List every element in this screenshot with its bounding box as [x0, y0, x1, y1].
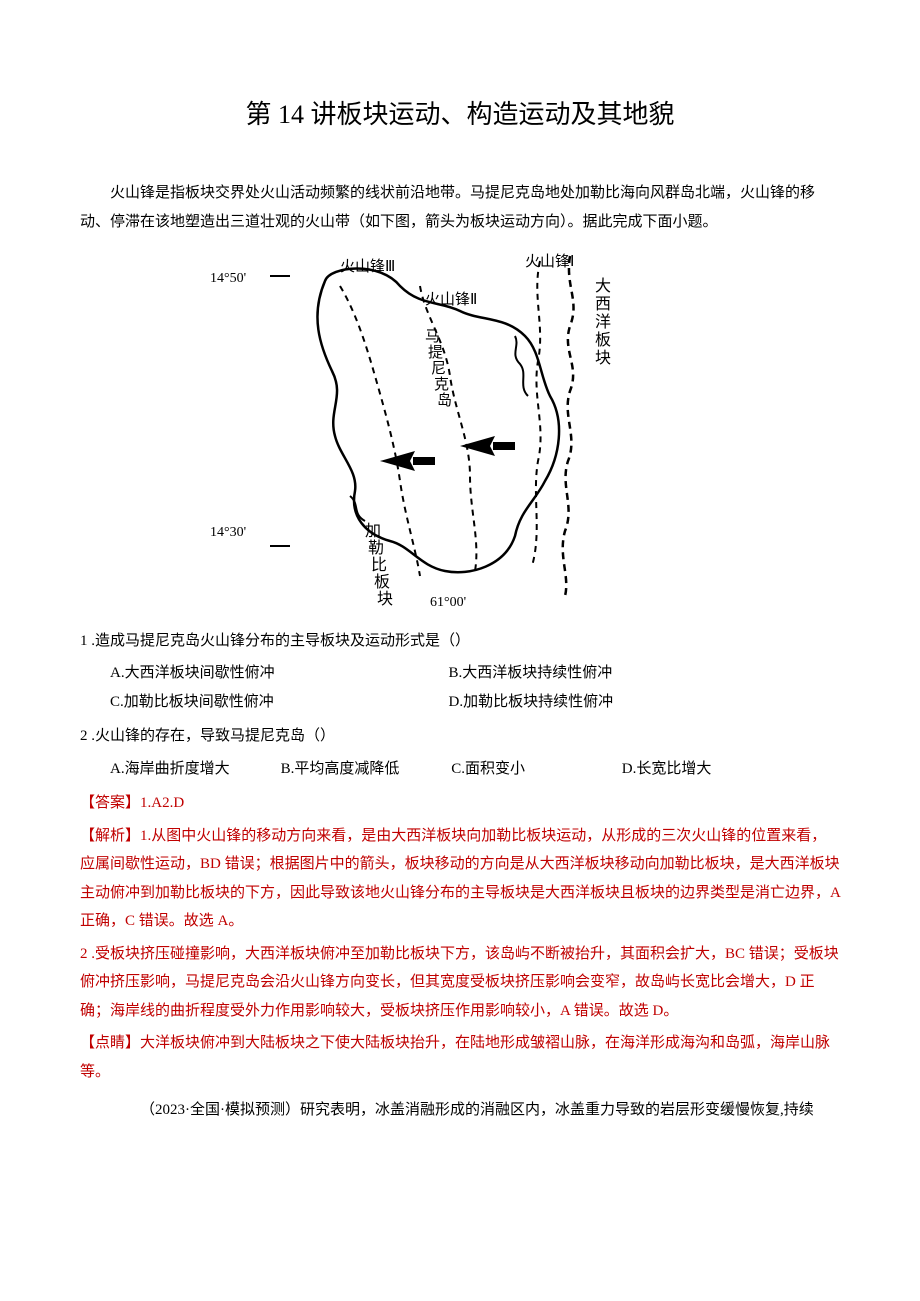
longitude-label: 61°00' [430, 590, 466, 617]
figure-container: 14°50' 14°30' 61°00' [80, 246, 840, 617]
q2-stem: 2 .火山锋的存在，导致马提尼克岛（） [80, 722, 840, 751]
island-label: 马 提 尼 克 岛 [425, 328, 453, 409]
analysis-2: 2 .受板块挤压碰撞影响，大西洋板块俯冲至加勒比板块下方，该岛屿不断被抬升，其面… [80, 940, 840, 1026]
map-svg: 火山锋Ⅲ 火山锋Ⅱ 火山锋Ⅰ 马 提 尼 克 岛 大 西 洋 板 块 加 勒 [270, 246, 650, 606]
answer-line: 【答案】1.A2.D [80, 789, 840, 818]
front3-label: 火山锋Ⅲ [340, 258, 395, 275]
next-question-intro: （2023·全国·模拟预测）研究表明，冰盖消融形成的消融区内，冰盖重力导致的岩层… [80, 1096, 840, 1125]
page-title: 第 14 讲板块运动、构造运动及其地貌 [80, 90, 840, 139]
arrow-icon [380, 451, 435, 471]
front2-label: 火山锋Ⅱ [425, 291, 477, 308]
q1-opt-d: D.加勒比板块持续性俯冲 [449, 688, 788, 717]
q1-options: A.大西洋板块间歇性俯冲 B.大西洋板块持续性俯冲 C.加勒比板块间歇性俯冲 D… [80, 659, 840, 716]
dianjing: 【点睛】大洋板块俯冲到大陆板块之下使大陆板块抬升，在陆地形成皱褶山脉，在海洋形成… [80, 1029, 840, 1086]
caribbean-plate-label: 加 勒 比 板 块 [365, 522, 394, 606]
intro-paragraph: 火山锋是指板块交界处火山活动频繁的线状前沿地带。马提尼克岛地处加勒比海向风群岛北… [80, 179, 840, 236]
q1-opt-a: A.大西洋板块间歇性俯冲 [110, 659, 449, 688]
q1-opt-c: C.加勒比板块间歇性俯冲 [110, 688, 449, 717]
q2-opt-b: B.平均高度减降低 [281, 755, 452, 784]
atlantic-plate-label: 大 西 洋 板 块 [595, 277, 615, 367]
arrow-icon [460, 436, 515, 456]
q1-opt-b: B.大西洋板块持续性俯冲 [449, 659, 788, 688]
dianjing-label: 【点睛】 [80, 1035, 140, 1051]
q2-opt-c: C.面积变小 [451, 755, 622, 784]
answer-block: 【答案】1.A2.D 【解析】1.从图中火山锋的移动方向来看，是由大西洋板块向加… [80, 789, 840, 1086]
q2-opt-a: A.海岸曲折度增大 [110, 755, 281, 784]
q1-stem: 1 .造成马提尼克岛火山锋分布的主导板块及运动形式是（） [80, 627, 840, 656]
latitude-bottom-label: 14°30' [210, 520, 246, 547]
analysis-1: 【解析】1.从图中火山锋的移动方向来看，是由大西洋板块向加勒比板块运动，从形成的… [80, 822, 840, 936]
front1-label: 火山锋Ⅰ [525, 253, 574, 270]
analysis-label: 【解析】 [80, 828, 140, 844]
latitude-top-label: 14°50' [210, 266, 246, 293]
q2-options: A.海岸曲折度增大 B.平均高度减降低 C.面积变小 D.长宽比增大 [80, 755, 840, 784]
map-figure: 14°50' 14°30' 61°00' [270, 246, 650, 606]
q2-opt-d: D.长宽比增大 [622, 755, 793, 784]
